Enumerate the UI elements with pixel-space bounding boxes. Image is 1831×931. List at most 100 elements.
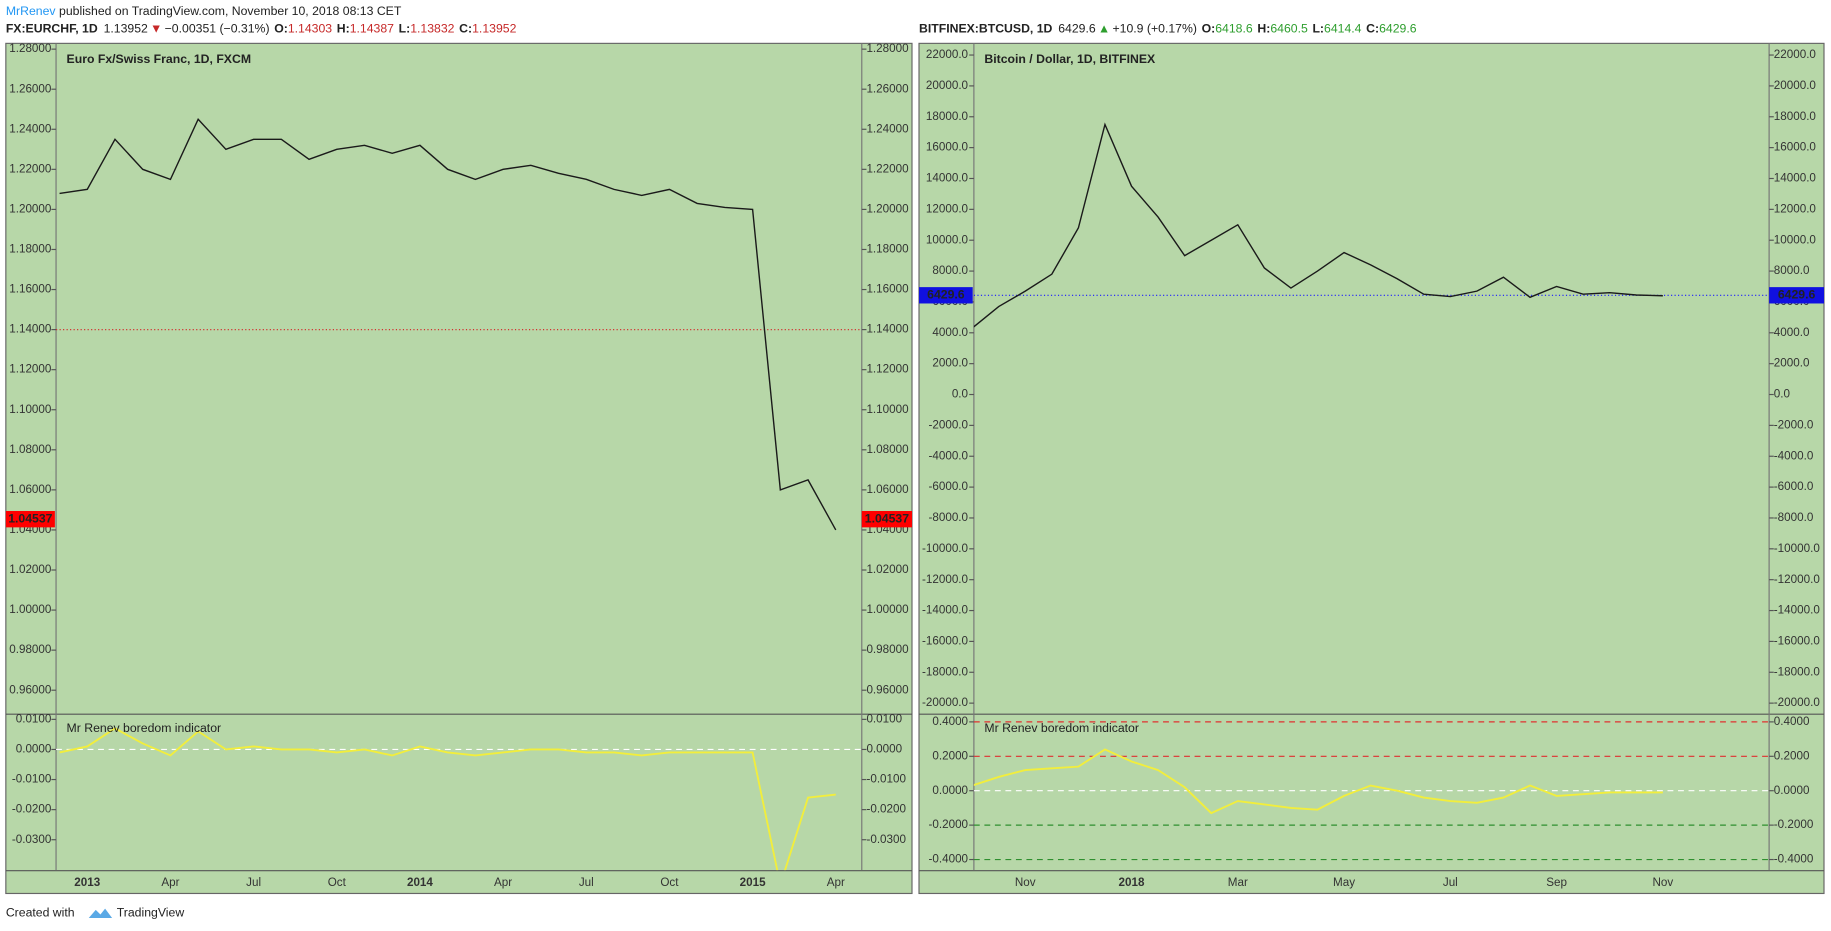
quote-value: 1.14387 — [350, 22, 394, 36]
y-tick-label: -12000.0 — [1774, 573, 1821, 586]
y-tick-label: 1.26000 — [9, 82, 52, 95]
quote-value: 1.13952 — [472, 22, 516, 36]
pane-title: Euro Fx/Swiss Franc, 1D, FXCM — [67, 52, 251, 66]
y-tick-label: 0.4000 — [932, 715, 968, 728]
y-tick-label: 1.10000 — [9, 403, 52, 416]
y-tick-label: -8000.0 — [1774, 511, 1814, 524]
y-tick-label: 18000.0 — [926, 110, 969, 123]
author[interactable]: MrRenev — [6, 4, 57, 18]
y-tick-label: 1.08000 — [866, 443, 909, 456]
quote-label: O: — [274, 22, 288, 36]
y-tick-label: 10000.0 — [926, 233, 969, 246]
y-tick-label: 0.0 — [1774, 388, 1791, 401]
y-tick-label: -18000.0 — [1774, 665, 1821, 678]
y-tick-label: 20000.0 — [926, 79, 969, 92]
y-tick-label: 1.14000 — [9, 323, 52, 336]
y-tick-label: 0.96000 — [866, 683, 909, 696]
y-tick-label: -12000.0 — [922, 573, 969, 586]
price-marker-label: 6429.6 — [927, 288, 965, 302]
x-tick-label: Oct — [660, 876, 679, 889]
publish-line: MrRenev published on TradingView.com, Nov… — [6, 4, 402, 18]
y-tick-label: 0.96000 — [9, 683, 52, 696]
y-tick-label: 1.12000 — [866, 363, 909, 376]
y-tick-label: 8000.0 — [1774, 264, 1810, 277]
published: published on TradingView.com, November 1… — [59, 4, 402, 18]
quote-label: C: — [1366, 22, 1379, 36]
y-tick-label: 1.20000 — [866, 202, 909, 215]
y-tick-label: 4000.0 — [932, 326, 968, 339]
x-tick-label: 2018 — [1119, 876, 1145, 889]
y-tick-label: 1.08000 — [9, 443, 52, 456]
price-marker — [919, 287, 973, 304]
quote-line: BITFINEX:BTCUSD, 1D 6429.6 ▲ +10.9 (+0.17%)… — [919, 22, 1417, 36]
y-tick-label: -16000.0 — [922, 634, 969, 647]
arrow: ▲ — [1098, 22, 1110, 36]
y-tick-label: -0.4000 — [1774, 853, 1814, 866]
x-tick-label: 2015 — [740, 876, 766, 889]
y-tick-label: -6000.0 — [1774, 480, 1814, 493]
y-tick-label: -0.4000 — [929, 853, 969, 866]
y-tick-label: 0.0 — [952, 388, 969, 401]
x-tick-label: Apr — [161, 876, 179, 889]
y-tick-label: 1.28000 — [866, 42, 909, 55]
y-tick-label: 0.4000 — [1774, 715, 1810, 728]
tv-logo — [88, 908, 113, 918]
y-tick-label: 0.0000 — [866, 743, 902, 756]
y-tick-label: -0.0300 — [866, 833, 906, 846]
y-tick-label: 0.2000 — [1774, 749, 1810, 762]
y-tick-label: -20000.0 — [1774, 696, 1821, 709]
quote-value: 6460.5 — [1270, 22, 1308, 36]
y-tick-label: 1.12000 — [9, 363, 52, 376]
y-tick-label: 1.24000 — [866, 122, 909, 135]
y-tick-label: 2000.0 — [932, 357, 968, 370]
quote-label: H: — [1257, 22, 1270, 36]
panel-background — [918, 42, 1825, 895]
footer-brand[interactable]: TradingView — [117, 906, 185, 920]
x-tick-label: Mar — [1228, 876, 1248, 889]
quote-value: 6429.6 — [1379, 22, 1417, 36]
y-tick-label: 0.0000 — [16, 743, 52, 756]
y-tick-label: 0.0000 — [932, 784, 968, 797]
y-tick-label: -0.0100 — [12, 773, 52, 786]
y-tick-label: 16000.0 — [926, 141, 969, 154]
x-tick-label: Jul — [246, 876, 261, 889]
y-tick-label: 1.24000 — [9, 122, 52, 135]
y-tick-label: -16000.0 — [1774, 634, 1821, 647]
last-price: 6429.6 — [1058, 22, 1096, 36]
y-tick-label: -0.0200 — [12, 803, 52, 816]
y-tick-label: 1.16000 — [9, 283, 52, 296]
pane-title: Mr Renev boredom indicator — [67, 721, 222, 735]
x-tick-label: May — [1333, 876, 1355, 889]
y-tick-label: 0.0000 — [1774, 784, 1810, 797]
y-tick-label: -2000.0 — [929, 418, 969, 431]
y-tick-label: 1.00000 — [866, 603, 909, 616]
x-tick-label: 2013 — [74, 876, 100, 889]
y-tick-label: 14000.0 — [1774, 172, 1817, 185]
change: −0.00351 (−0.31%) — [165, 22, 270, 36]
y-tick-label: 0.0100 — [866, 712, 902, 725]
x-tick-label: Nov — [1652, 876, 1673, 889]
y-tick-label: 1.00000 — [9, 603, 52, 616]
series-line — [59, 118, 837, 531]
y-tick-label: -0.0200 — [866, 803, 906, 816]
y-tick-label: 0.98000 — [866, 643, 909, 656]
y-tick-label: 22000.0 — [926, 48, 969, 61]
x-tick-label: Nov — [1015, 876, 1036, 889]
series-line — [59, 727, 836, 871]
symbol: BITFINEX:BTCUSD, 1D — [919, 22, 1053, 36]
quote-value: 1.14303 — [288, 22, 332, 36]
y-tick-label: 4000.0 — [1774, 326, 1810, 339]
price-marker-label: 1.04537 — [8, 511, 52, 525]
panel-background — [5, 42, 913, 895]
price-marker-label: 6429.6 — [1778, 288, 1816, 302]
series-line — [973, 122, 1663, 328]
y-tick-label: 1.16000 — [866, 283, 909, 296]
y-tick-label: 10000.0 — [1774, 233, 1817, 246]
y-tick-label: 1.28000 — [9, 42, 52, 55]
price-marker — [1769, 287, 1824, 304]
quote-line: FX:EURCHF, 1D 1.13952 ▼ −0.00351 (−0.31%) O:… — [6, 22, 517, 36]
y-tick-label: -20000.0 — [922, 696, 969, 709]
y-tick-label: 8000.0 — [932, 264, 968, 277]
y-tick-label: 1.20000 — [9, 202, 52, 215]
